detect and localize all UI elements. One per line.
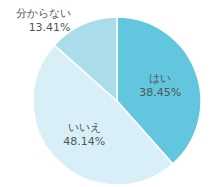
slices xyxy=(33,17,201,185)
slice-name: はい xyxy=(149,72,171,85)
slice-value: 13.41% xyxy=(29,21,71,34)
slice-value: 38.45% xyxy=(139,86,181,99)
slice-value: 48.14% xyxy=(63,135,105,148)
slice-name: 分からない xyxy=(16,7,71,20)
slice-name: いいえ xyxy=(68,121,101,134)
labels: はい38.45% いいえ48.14% 分からない13.41% xyxy=(16,7,182,148)
chart: はい38.45% いいえ48.14% 分からない13.41% xyxy=(0,0,213,187)
